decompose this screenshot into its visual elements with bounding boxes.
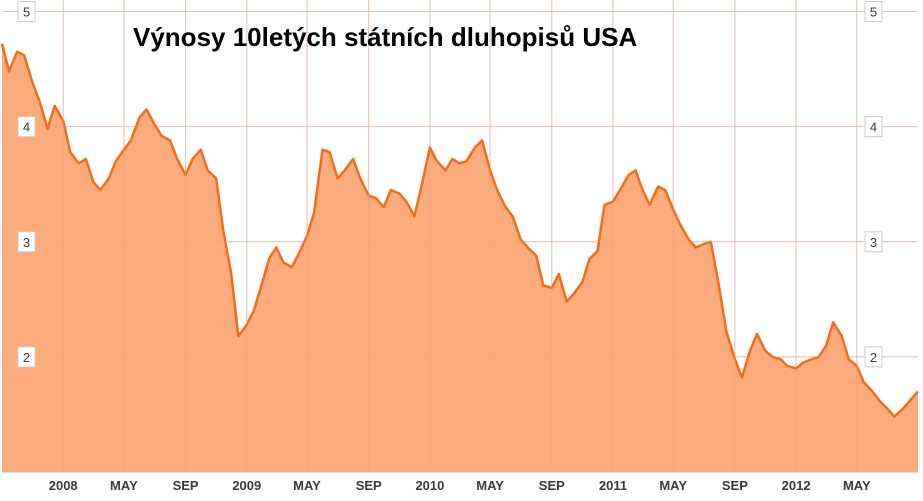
x-tick-label: 2010	[415, 478, 444, 493]
y-tick-box-left	[17, 116, 36, 138]
x-tick-label: MAY	[293, 478, 321, 493]
y-tick-box-right	[864, 346, 883, 368]
x-tick-label: MAY	[110, 478, 138, 493]
y-tick-label-right: 4	[870, 120, 877, 135]
y-tick-box-right	[864, 231, 883, 253]
x-tick-label: 2012	[782, 478, 811, 493]
y-tick-box-left	[17, 346, 36, 368]
x-tick-label: 2011	[599, 478, 627, 493]
x-tick-label: 2008	[49, 478, 78, 493]
x-tick-label: 2009	[232, 478, 261, 493]
y-tick-box-right	[864, 116, 883, 138]
y-tick-label-left: 5	[23, 5, 30, 20]
x-tick-label: SEP	[539, 478, 565, 493]
y-tick-label-left: 3	[23, 235, 30, 250]
chart-title: Výnosy 10letých státních dluhopisů USA	[133, 22, 638, 52]
y-tick-label-right: 2	[870, 350, 877, 365]
x-tick-label: MAY	[843, 478, 871, 493]
x-tick-label: MAY	[476, 478, 504, 493]
x-tick-label: MAY	[659, 478, 687, 493]
x-tick-label: SEP	[722, 478, 748, 493]
y-tick-box-right	[864, 1, 883, 23]
y-tick-label-left: 2	[23, 350, 30, 365]
y-tick-label-left: 4	[23, 120, 30, 135]
y-tick-box-left	[17, 231, 36, 253]
series-area	[2, 43, 918, 472]
y-tick-label-right: 5	[870, 5, 877, 20]
series-line	[0, 43, 919, 418]
x-tick-label: SEP	[173, 478, 199, 493]
y-tick-box-left	[17, 1, 36, 23]
x-tick-label: SEP	[356, 478, 382, 493]
y-tick-label-right: 3	[870, 235, 877, 250]
